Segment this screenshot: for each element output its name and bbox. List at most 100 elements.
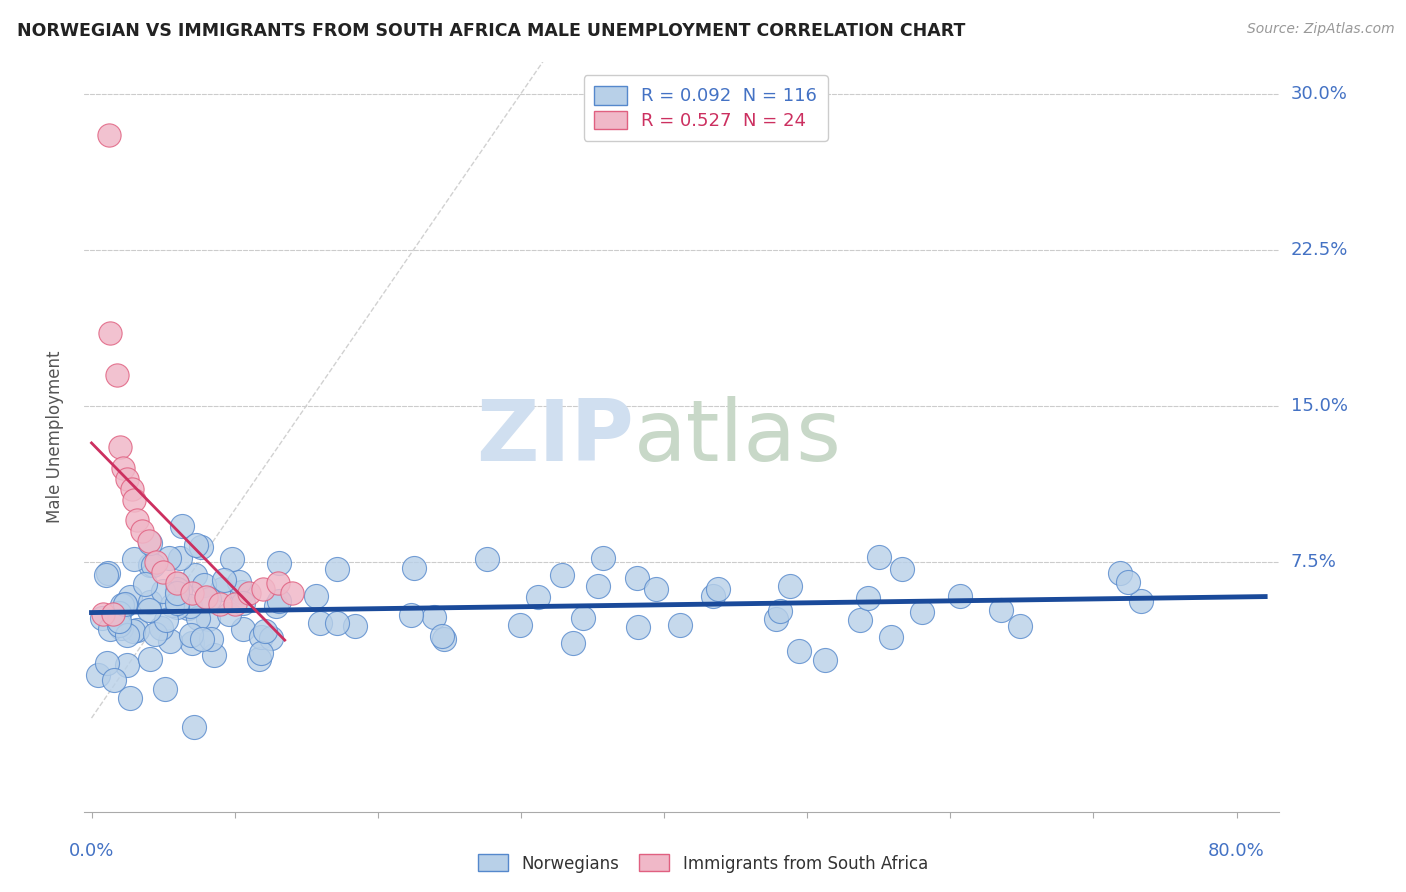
Text: 80.0%: 80.0%: [1208, 842, 1265, 860]
Point: [108, 441, 131, 455]
Point: [765, 612, 787, 626]
Point: [813, 653, 835, 667]
Point: [152, 566, 174, 580]
Point: [198, 592, 221, 607]
Text: atlas: atlas: [634, 395, 842, 479]
Point: [157, 551, 180, 566]
Point: [169, 584, 191, 599]
Point: [111, 461, 134, 475]
Point: [551, 568, 574, 582]
Point: [170, 519, 193, 533]
Point: [856, 591, 879, 605]
Point: [121, 482, 143, 496]
Point: [127, 513, 149, 527]
Point: [139, 558, 162, 572]
Text: 15.0%: 15.0%: [1291, 397, 1347, 415]
Point: [232, 596, 254, 610]
Point: [1116, 575, 1139, 590]
Point: [267, 556, 290, 570]
Point: [107, 614, 129, 628]
Point: [96, 656, 118, 670]
Point: [145, 555, 167, 569]
Point: [432, 632, 454, 647]
Point: [430, 630, 453, 644]
Point: [879, 630, 901, 644]
Point: [143, 627, 166, 641]
Point: [561, 636, 583, 650]
Point: [789, 644, 811, 658]
Text: 0.0%: 0.0%: [69, 842, 114, 860]
Point: [166, 576, 188, 591]
Y-axis label: Male Unemployment: Male Unemployment: [45, 351, 63, 524]
Point: [166, 586, 188, 600]
Point: [214, 574, 236, 588]
Point: [260, 631, 283, 645]
Point: [911, 605, 934, 619]
Legend: Norwegians, Immigrants from South Africa: Norwegians, Immigrants from South Africa: [471, 847, 935, 880]
Point: [849, 613, 872, 627]
Point: [264, 599, 287, 614]
Point: [166, 600, 188, 615]
Point: [160, 598, 183, 612]
Point: [211, 582, 233, 596]
Point: [120, 690, 142, 705]
Point: [139, 595, 162, 609]
Point: [187, 611, 209, 625]
Point: [949, 589, 972, 603]
Point: [402, 561, 425, 575]
Point: [110, 621, 132, 635]
Point: [134, 577, 156, 591]
Point: [305, 589, 328, 603]
Point: [250, 647, 273, 661]
Point: [184, 568, 207, 582]
Point: [142, 558, 165, 573]
Point: [202, 648, 225, 663]
Point: [190, 540, 212, 554]
Point: [131, 524, 153, 538]
Point: [231, 584, 253, 599]
Point: [281, 586, 304, 600]
Point: [990, 603, 1012, 617]
Point: [325, 615, 347, 630]
Point: [87, 668, 110, 682]
Point: [124, 492, 146, 507]
Point: [155, 613, 177, 627]
Point: [166, 596, 188, 610]
Point: [191, 632, 214, 646]
Point: [169, 551, 191, 566]
Text: NORWEGIAN VS IMMIGRANTS FROM SOUTH AFRICA MALE UNEMPLOYMENT CORRELATION CHART: NORWEGIAN VS IMMIGRANTS FROM SOUTH AFRIC…: [17, 22, 966, 40]
Point: [891, 561, 914, 575]
Point: [180, 628, 202, 642]
Point: [97, 566, 120, 581]
Point: [325, 562, 347, 576]
Point: [247, 652, 270, 666]
Point: [707, 582, 730, 596]
Point: [91, 607, 114, 621]
Point: [1108, 566, 1130, 580]
Point: [127, 623, 149, 637]
Point: [586, 579, 609, 593]
Point: [98, 326, 121, 340]
Point: [527, 590, 550, 604]
Point: [186, 538, 208, 552]
Point: [150, 621, 173, 635]
Point: [166, 575, 188, 590]
Point: [153, 682, 176, 697]
Point: [232, 622, 254, 636]
Point: [669, 618, 692, 632]
Point: [249, 631, 271, 645]
Point: [343, 619, 366, 633]
Text: 22.5%: 22.5%: [1291, 241, 1348, 259]
Point: [183, 720, 205, 734]
Point: [626, 571, 648, 585]
Point: [180, 586, 202, 600]
Point: [115, 628, 138, 642]
Point: [224, 597, 246, 611]
Point: [180, 635, 202, 649]
Point: [108, 617, 131, 632]
Point: [122, 624, 145, 638]
Point: [179, 599, 201, 613]
Point: [118, 590, 141, 604]
Point: [122, 552, 145, 566]
Point: [221, 552, 243, 566]
